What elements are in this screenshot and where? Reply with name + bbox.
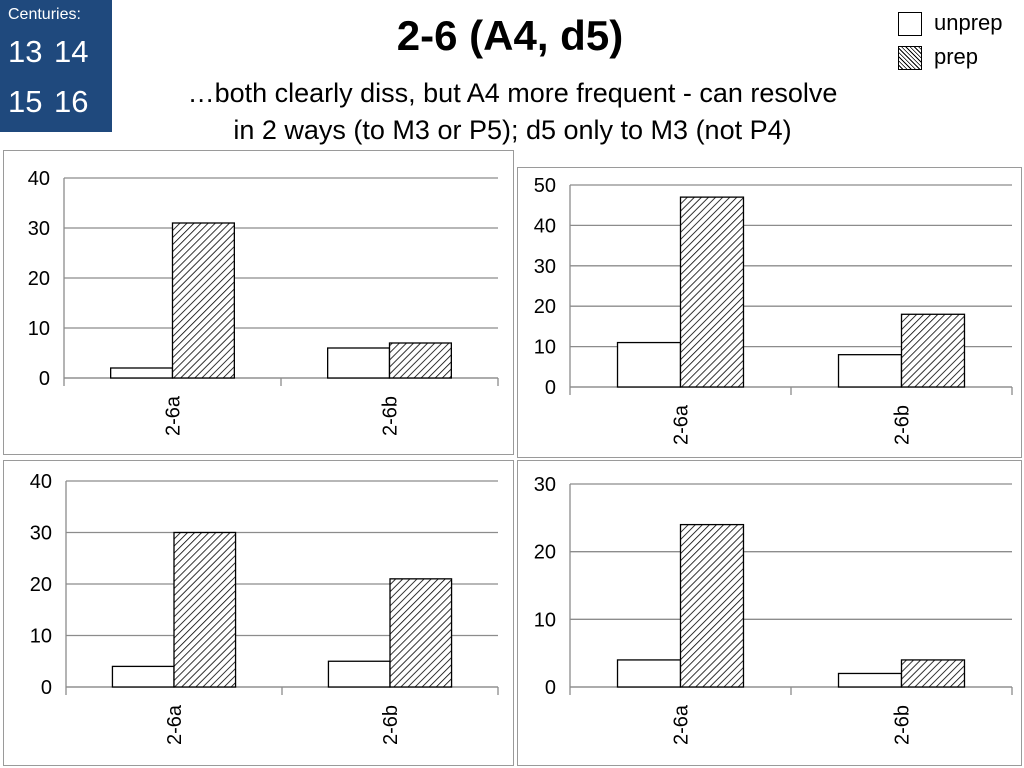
bar-prep-2-6a <box>679 523 745 688</box>
subtitle-line-1: …both clearly diss, but A4 more frequent… <box>187 78 838 108</box>
chart-svg-2: 0 10 20 30 40 2-6a 2-6b <box>30 471 499 745</box>
centuries-row-1: 13 14 <box>8 34 100 70</box>
legend-label-unprep: unprep <box>934 10 1003 35</box>
bar-prep-2-6a <box>171 222 235 379</box>
century-16: 16 <box>54 84 89 119</box>
legend-label-prep: prep <box>934 44 979 69</box>
y-tick-label: 20 <box>534 542 556 564</box>
y-tick-label: 10 <box>534 337 556 359</box>
y-tick-label: 30 <box>28 218 50 240</box>
century-13: 13 <box>8 34 43 69</box>
y-tick-label: 0 <box>41 677 52 699</box>
chart-panel-bottom-right: 0 10 20 30 2-6a 2-6b <box>517 460 1022 766</box>
bar-unprep-2-6b <box>327 660 391 688</box>
x-tick-label-2-6b: 2-6b <box>892 705 914 745</box>
legend: unprep prep <box>898 10 1024 78</box>
y-tick-label: 40 <box>534 215 556 237</box>
page-subtitle: …both clearly diss, but A4 more frequent… <box>125 75 900 149</box>
legend-item-unprep: unprep <box>898 10 1024 40</box>
y-tick-label: 10 <box>534 609 556 631</box>
bar-unprep-2-6a <box>616 659 682 688</box>
chart-svg-0: 0 10 20 30 40 2-6a 2-6b <box>28 168 499 436</box>
chart-panel-bottom-left: 0 10 20 30 40 2-6a 2-6b <box>3 460 514 766</box>
y-tick-label: 10 <box>30 626 52 648</box>
y-tick-label: 0 <box>39 368 50 390</box>
bar-unprep-2-6b <box>837 672 903 688</box>
y-tick-label: 50 <box>534 175 556 197</box>
legend-swatch-prep <box>898 46 922 70</box>
y-tick-label: 0 <box>545 677 556 699</box>
x-tick-label-2-6b: 2-6b <box>380 705 402 745</box>
chart-svg-3: 0 10 20 30 2-6a 2-6b <box>534 474 1013 745</box>
y-tick-label: 20 <box>534 296 556 318</box>
x-tick-label-2-6a: 2-6a <box>164 704 186 745</box>
bar-prep-2-6a <box>679 196 745 388</box>
legend-swatch-unprep <box>898 12 922 36</box>
legend-item-prep: prep <box>898 44 1024 74</box>
y-tick-label: 30 <box>534 256 556 278</box>
chart-panel-top-right: 0 10 20 30 40 50 2-6a 2-6b <box>517 167 1022 458</box>
bar-prep-2-6b <box>900 313 966 388</box>
y-tick-label: 30 <box>534 474 556 496</box>
y-tick-label: 40 <box>28 168 50 190</box>
centuries-row-2: 15 16 <box>8 84 100 120</box>
bar-unprep-2-6a <box>111 665 175 688</box>
x-tick-label-2-6a: 2-6a <box>671 404 693 445</box>
centuries-title: Centuries: <box>8 6 81 23</box>
x-tick-label-2-6a: 2-6a <box>163 395 185 436</box>
chart-panel-top-left: 0 10 20 30 40 2-6a 2-6b <box>3 150 514 455</box>
centuries-box: Centuries: 13 14 15 16 <box>0 0 112 132</box>
bar-prep-2-6b <box>900 659 966 688</box>
y-tick-label: 20 <box>28 268 50 290</box>
y-tick-label: 0 <box>545 377 556 399</box>
century-15: 15 <box>8 84 43 119</box>
x-tick-label-2-6b: 2-6b <box>380 396 402 436</box>
x-tick-label-2-6a: 2-6a <box>671 704 693 745</box>
subtitle-line-2: in 2 ways (to M3 or P5); d5 only to M3 (… <box>233 115 792 145</box>
bar-prep-2-6a <box>173 531 237 688</box>
bar-unprep-2-6b <box>837 354 903 388</box>
bar-prep-2-6b <box>389 578 453 688</box>
y-tick-label: 20 <box>30 574 52 596</box>
chart-svg-1: 0 10 20 30 40 50 2-6a 2-6b <box>534 175 1013 445</box>
y-tick-label: 40 <box>30 471 52 493</box>
page-title: 2-6 (A4, d5) <box>396 12 624 59</box>
y-tick-label: 10 <box>28 318 50 340</box>
bar-unprep-2-6a <box>110 367 174 379</box>
bar-unprep-2-6b <box>327 347 391 379</box>
bar-prep-2-6b <box>388 342 452 379</box>
x-tick-label-2-6b: 2-6b <box>892 405 914 445</box>
y-tick-label: 30 <box>30 523 52 545</box>
century-14: 14 <box>54 34 89 69</box>
bar-unprep-2-6a <box>616 341 682 388</box>
